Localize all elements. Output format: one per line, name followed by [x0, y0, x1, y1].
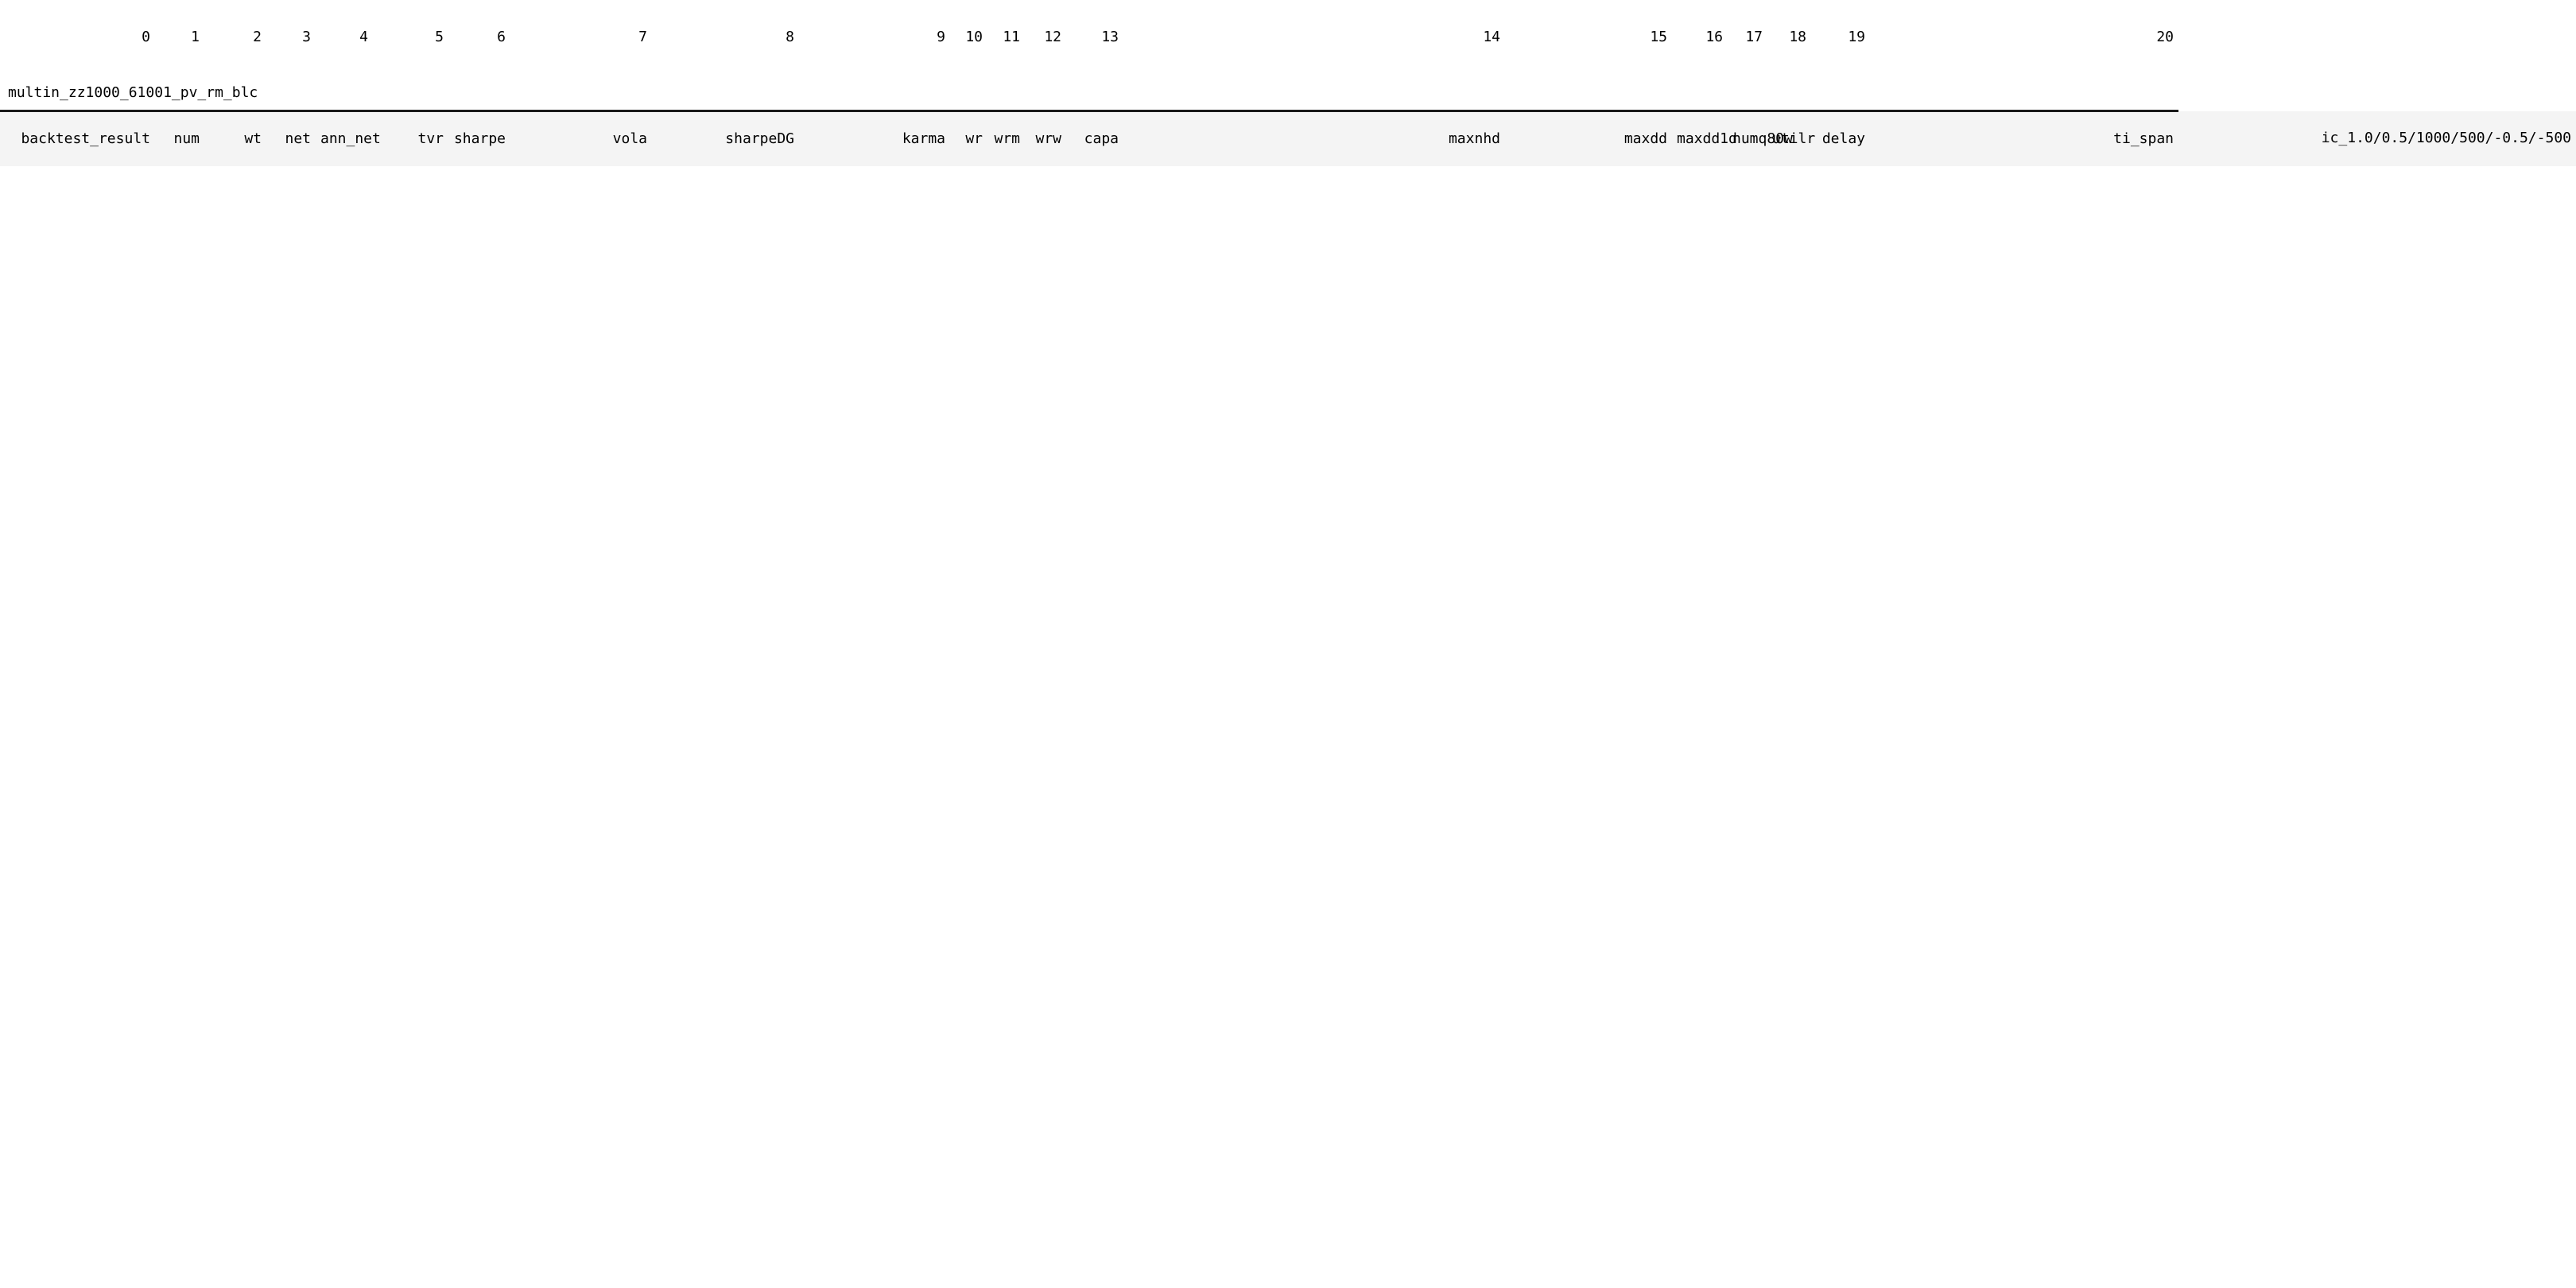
- backtest-dataframe: 0 1 2 3 4 5 6 7 8 9 10 11 12 13 14 15 16 17 18 19 20 multin_z…: [0, 0, 2576, 166]
- column-index-row: 0 1 2 3 4 5 6 7 8 9 10 11 12 13 14 15 16 17 18 19 20: [0, 0, 2576, 52]
- summary-header-wt[interactable]: wt: [204, 111, 266, 166]
- column-index-7[interactable]: 7: [510, 0, 652, 52]
- column-index-0[interactable]: 0: [0, 0, 155, 52]
- column-index-5[interactable]: 5: [373, 0, 448, 52]
- header-rule: [0, 109, 2576, 112]
- summary-header-delay[interactable]: delay: [1811, 111, 1870, 166]
- column-index-14[interactable]: 14: [1123, 0, 1505, 52]
- column-index-2[interactable]: 2: [204, 0, 266, 52]
- column-index-20[interactable]: 20: [1870, 0, 2178, 52]
- column-index-17[interactable]: 17: [1728, 0, 1767, 52]
- column-index-3[interactable]: 3: [266, 0, 316, 52]
- summary-header-tvr[interactable]: tvr: [373, 111, 448, 166]
- summary-header-ic-1-0-0-5-1000-500-0-5-500[interactable]: ic_1.0/0.5/1000/500/-0.5/-500: [2178, 111, 2576, 166]
- summary-header-backtest-result[interactable]: backtest_result: [0, 111, 155, 166]
- summary-header-maxdd1d[interactable]: maxdd1d: [1672, 111, 1737, 166]
- summary-header-net[interactable]: net: [266, 111, 316, 166]
- column-index-4[interactable]: 4: [316, 0, 373, 52]
- column-index-16[interactable]: 16: [1672, 0, 1728, 52]
- summary-header-ti-span[interactable]: ti_span: [1870, 111, 2178, 166]
- column-index-9[interactable]: 9: [799, 0, 950, 52]
- frame-name-label: multin_zz1000_61001_pv_rm_blc: [0, 52, 2178, 110]
- column-index-6[interactable]: 6: [448, 0, 510, 52]
- summary-header-sharpe[interactable]: sharpe: [448, 111, 510, 166]
- column-index-1[interactable]: 1: [155, 0, 204, 52]
- column-index-15[interactable]: 15: [1505, 0, 1672, 52]
- summary-header-capa[interactable]: capa: [1066, 111, 1123, 166]
- summary-header-utilr[interactable]: utilr: [1767, 111, 1815, 166]
- summary-header-num[interactable]: num: [155, 111, 204, 166]
- dataframe-sheet: 0 1 2 3 4 5 6 7 8 9 10 11 12 13 14 15 16 17 18 19 20 multin_z…: [0, 0, 2576, 166]
- column-index-10[interactable]: 10: [950, 0, 987, 52]
- column-index-11[interactable]: 11: [987, 0, 1025, 52]
- frame-name-row: multin_zz1000_61001_pv_rm_blc: [0, 52, 2576, 110]
- column-index-13[interactable]: 13: [1066, 0, 1123, 52]
- summary-header-wrw[interactable]: wrw: [1025, 111, 1066, 166]
- column-index-8[interactable]: 8: [652, 0, 799, 52]
- summary-header-numq80w[interactable]: numq80w: [1728, 111, 1793, 166]
- summary-header-row: backtest_result num wt net ann_net tvr sharpe v…: [0, 111, 2576, 166]
- summary-header-maxnhd[interactable]: maxnhd: [1123, 111, 1505, 166]
- summary-header-vola[interactable]: vola: [510, 111, 652, 166]
- summary-header-wr[interactable]: wr: [950, 111, 987, 166]
- column-index-19[interactable]: 19: [1811, 0, 1870, 52]
- dataframe-body: 0 1 2 3 4 5 6 7 8 9 10 11 12 13 14 15 16 17 18 19 20 multin_z…: [0, 0, 2576, 166]
- summary-header-ann-net[interactable]: ann_net: [316, 111, 381, 166]
- header-rule-line: [0, 109, 2178, 112]
- summary-header-wrm[interactable]: wrm: [987, 111, 1025, 166]
- summary-header-karma[interactable]: karma: [799, 111, 950, 166]
- summary-header-maxdd[interactable]: maxdd: [1505, 111, 1672, 166]
- column-index-18[interactable]: 18: [1767, 0, 1811, 52]
- summary-header-sharpedg[interactable]: sharpeDG: [652, 111, 799, 166]
- column-index-12[interactable]: 12: [1025, 0, 1066, 52]
